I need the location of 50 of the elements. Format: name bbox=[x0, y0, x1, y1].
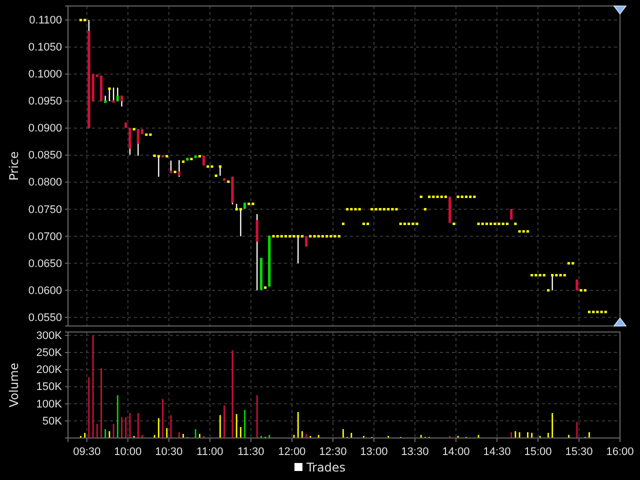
y-tick-label: 0.0900 bbox=[28, 122, 62, 135]
y-tick-label: 150K bbox=[36, 381, 63, 394]
candlestick bbox=[551, 274, 554, 291]
candlestick bbox=[239, 208, 242, 237]
y-tick-label: 0.0550 bbox=[28, 312, 62, 324]
x-tick-label: 12:30 bbox=[319, 446, 347, 458]
x-tick-label: 14:30 bbox=[483, 446, 511, 458]
candlestick bbox=[104, 95, 107, 103]
candlestick bbox=[576, 278, 578, 291]
y-axis-title: Price bbox=[7, 151, 21, 181]
y-tick-label: 50K bbox=[42, 415, 63, 428]
x-tick-label: 15:00 bbox=[524, 446, 552, 458]
y-tick-label: 300K bbox=[36, 330, 63, 342]
y-tick-label: 0.1050 bbox=[28, 42, 62, 54]
candlestick bbox=[170, 160, 172, 174]
candlestick bbox=[116, 87, 119, 102]
x-tick-label: 11:00 bbox=[196, 446, 224, 458]
y-tick-label: 250K bbox=[36, 347, 63, 360]
candlestick bbox=[202, 155, 206, 166]
y-tick-label: 0.1000 bbox=[28, 68, 62, 81]
x-tick-label: 09:30 bbox=[73, 446, 101, 458]
candlestick bbox=[108, 88, 111, 102]
x-tick-label: 12:00 bbox=[278, 446, 306, 458]
x-tick-label: 13:30 bbox=[401, 446, 429, 458]
y-tick-label: 100K bbox=[36, 398, 63, 410]
candlestick bbox=[136, 128, 140, 156]
x-tick-label: 16:00 bbox=[606, 446, 634, 458]
y-tick-label: 0.0800 bbox=[28, 176, 62, 189]
y-tick-label: 0.0600 bbox=[28, 284, 62, 297]
y-tick-label: 0.1100 bbox=[29, 14, 62, 27]
x-tick-label: 10:30 bbox=[155, 446, 183, 458]
candlestick bbox=[120, 95, 124, 108]
y-tick-label: 0.0700 bbox=[28, 230, 62, 243]
x-tick-label: 15:30 bbox=[565, 446, 593, 458]
x-tick-label: 14:00 bbox=[442, 446, 470, 458]
x-tick-label: 11:30 bbox=[238, 446, 264, 458]
candlestick bbox=[256, 214, 258, 291]
y-tick-label: 0.0950 bbox=[28, 96, 62, 108]
x-tick-label: 13:00 bbox=[360, 446, 388, 458]
candlestick bbox=[296, 235, 300, 264]
candlestick bbox=[157, 155, 160, 178]
y-tick-label: 200K bbox=[36, 364, 63, 376]
y-tick-label: 0.0850 bbox=[28, 150, 62, 162]
y-tick-label: 0.0750 bbox=[28, 204, 62, 216]
y-axis-title: Volume bbox=[7, 362, 21, 408]
x-tick-label: 10:00 bbox=[114, 446, 142, 458]
text: Trades bbox=[305, 460, 346, 474]
y-tick-label: 0.0650 bbox=[28, 258, 62, 270]
candlestick bbox=[128, 128, 132, 156]
candlestick bbox=[112, 87, 115, 103]
